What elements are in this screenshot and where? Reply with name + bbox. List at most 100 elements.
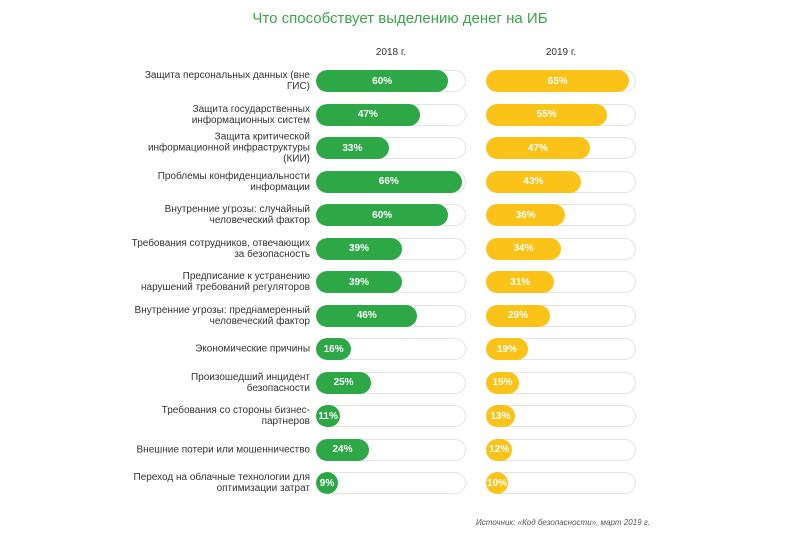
bar-2018: 47%: [316, 103, 420, 126]
category-label: Требования со стороны бизнес-партнеров: [161, 405, 310, 427]
bar-2018: 66%: [316, 170, 462, 193]
bar-value-label: 25%: [333, 377, 354, 388]
bar-track-2019: 43%: [486, 170, 636, 193]
bar-value-label: 60%: [372, 209, 393, 221]
chart-row: Внутренние угрозы: преднамеренный челове…: [0, 304, 800, 327]
chart-row: Защита государственных информационных си…: [0, 103, 800, 126]
chart-row: Внешние потери или мошенничество 24% 12%: [0, 438, 800, 461]
bar-2018: 39%: [316, 271, 403, 293]
bar-track-2018: 25%: [316, 371, 466, 394]
category-label: Внешние потери или мошенничество: [136, 444, 311, 455]
bar-value-label: 47%: [527, 142, 548, 154]
chart-row: Защита критической информационной инфрас…: [0, 132, 800, 165]
bar-track-2018: 16%: [316, 338, 466, 360]
chart-title: Что способствует выделению денег на ИБ: [252, 10, 548, 27]
bar-value-label: 10%: [487, 477, 508, 489]
category-label: Предписание к устранению нарушений требо…: [141, 271, 310, 293]
bar-2018: 25%: [316, 371, 372, 394]
category-label: Защита государственных информационных си…: [191, 103, 310, 126]
bar-2019: 10%: [486, 472, 509, 494]
bar-track-2018: 66%: [316, 170, 466, 193]
bar-2018: 60%: [316, 204, 449, 226]
chart-row: Предписание к устранению нарушений требо…: [0, 271, 800, 293]
bar-2019: 12%: [486, 438, 513, 461]
chart-row: Требования сотрудников, отвечающих за бе…: [0, 237, 800, 260]
bar-2019: 29%: [486, 304, 550, 327]
bar-track-2018: 9%: [316, 472, 466, 494]
bar-value-label: 55%: [536, 109, 557, 120]
bar-track-2019: 13%: [486, 405, 636, 427]
bar-value-label: 29%: [507, 310, 528, 321]
bar-track-2019: 55%: [486, 103, 636, 126]
bar-value-label: 60%: [372, 75, 393, 87]
bar-track-2018: 60%: [316, 70, 466, 92]
bar-value-label: 39%: [349, 243, 370, 254]
bar-2019: 36%: [486, 204, 566, 226]
bar-2019: 55%: [486, 103, 608, 126]
bar-track-2019: 65%: [486, 70, 636, 92]
category-label: Проблемы конфиденциальности информации: [157, 170, 310, 193]
category-label: Экономические причины: [195, 343, 310, 355]
bar-value-label: 39%: [349, 276, 370, 288]
bar-value-label: 46%: [356, 310, 377, 321]
chart-row: Внутренние угрозы: случайный человечески…: [0, 204, 800, 226]
bar-value-label: 36%: [515, 209, 536, 221]
bar-value-label: 65%: [547, 75, 568, 87]
bar-value-label: 12%: [489, 444, 510, 455]
chart-row: Переход на облачные технологии для оптим…: [0, 472, 800, 494]
bar-value-label: 11%: [318, 410, 338, 422]
bar-track-2018: 47%: [316, 103, 466, 126]
bar-2018: 46%: [316, 304, 418, 327]
bar-track-2019: 31%: [486, 271, 636, 293]
bar-value-label: 19%: [496, 343, 517, 355]
series-2018-header: 2018 г.: [375, 47, 407, 58]
category-label: Произошедший инцидент безопасности: [190, 371, 310, 394]
bar-2018: 39%: [316, 237, 403, 260]
bar-2019: 13%: [486, 405, 515, 427]
bar-track-2018: 33%: [316, 137, 466, 159]
bar-value-label: 33%: [342, 142, 363, 154]
bar-2018: 16%: [316, 338, 352, 360]
bar-2019: 47%: [486, 137, 590, 159]
bar-2019: 34%: [486, 237, 561, 260]
chart-row: Произошедший инцидент безопасности 25% 15%: [0, 371, 800, 394]
chart-row: Экономические причины 16% 19%: [0, 338, 800, 360]
bar-track-2019: 19%: [486, 338, 636, 360]
bar-value-label: 66%: [378, 176, 399, 187]
category-label: Требования сотрудников, отвечающих за бе…: [131, 237, 310, 260]
category-label: Защита критической информационной инфрас…: [147, 131, 310, 165]
bar-value-label: 16%: [323, 343, 344, 355]
series-2019-header: 2019 г.: [545, 47, 577, 58]
bar-value-label: 15%: [492, 377, 513, 388]
bar-track-2018: 39%: [316, 237, 466, 260]
bar-2019: 31%: [486, 271, 555, 293]
bar-track-2019: 36%: [486, 204, 636, 226]
bar-2019: 15%: [486, 371, 520, 394]
chart-row: Проблемы конфиденциальности информации 66…: [0, 170, 800, 193]
bar-value-label: 24%: [332, 444, 353, 455]
source-note: Источник: «Код безопасности», март 2019 …: [476, 518, 650, 527]
bar-track-2019: 29%: [486, 304, 636, 327]
bar-value-label: 34%: [513, 243, 534, 254]
bar-2018: 9%: [316, 472, 338, 494]
bar-2018: 24%: [316, 438, 369, 461]
bar-2018: 11%: [316, 405, 341, 427]
bar-track-2019: 10%: [486, 472, 636, 494]
category-label: Переход на облачные технологии для оптим…: [133, 472, 311, 494]
category-label: Внутренние угрозы: преднамеренный челове…: [134, 304, 310, 327]
bar-value-label: 31%: [510, 276, 531, 288]
chart-row: Защита персональных данных (вне ГИС) 60% 6…: [0, 70, 800, 92]
bar-track-2019: 34%: [486, 237, 636, 260]
bar-value-label: 9%: [319, 477, 335, 489]
bar-track-2018: 46%: [316, 304, 466, 327]
bar-track-2019: 12%: [486, 438, 636, 461]
bar-value-label: 13%: [490, 410, 511, 422]
bar-2019: 19%: [486, 338, 528, 360]
bar-track-2018: 24%: [316, 438, 466, 461]
bar-value-label: 47%: [357, 109, 378, 120]
bar-2018: 60%: [316, 70, 449, 92]
category-label: Внутренние угрозы: случайный человечески…: [164, 204, 310, 226]
category-label: Защита персональных данных (вне ГИС): [144, 70, 310, 92]
bar-track-2019: 15%: [486, 371, 636, 394]
